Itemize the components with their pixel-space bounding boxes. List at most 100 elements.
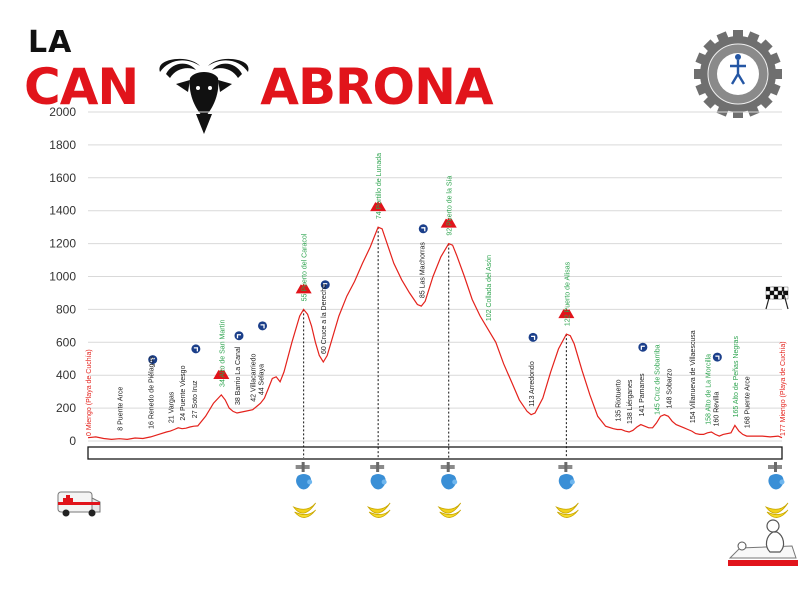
turn-right-icon — [148, 355, 158, 365]
y-tick-label: 2000 — [49, 105, 76, 119]
banana-1 — [437, 502, 462, 514]
y-tick-label: 1400 — [49, 204, 76, 218]
feed-stations — [292, 462, 789, 518]
waypoint-label: 160 Revilla — [713, 392, 720, 427]
waypoint-label: 8 Puente Arce — [117, 387, 124, 431]
mountain-shape — [558, 304, 575, 319]
flag-square — [777, 290, 783, 296]
flag-square — [765, 294, 771, 300]
goat-logo-icon — [159, 58, 249, 134]
water-drop — [779, 479, 785, 485]
water-tap-icon — [558, 462, 575, 490]
water-tap-icon — [440, 462, 458, 490]
turn-circle — [712, 352, 722, 362]
waypoint-label: 168 Puente Arce — [745, 376, 752, 428]
flag-square — [773, 286, 779, 292]
summit-markers — [213, 197, 575, 379]
water-tap-icon — [295, 462, 313, 490]
turn-right-icon — [638, 342, 648, 352]
waypoint-label: 38 Barrio La Canal — [235, 346, 242, 405]
flag-square — [773, 294, 779, 300]
water-tap-icon — [768, 462, 785, 490]
chart-grid — [88, 111, 782, 442]
ambulance-icon — [57, 491, 101, 517]
mountain-icon — [440, 213, 457, 228]
mountain-icon — [370, 197, 387, 212]
banana-icon — [555, 502, 579, 518]
tap-stem — [564, 462, 568, 472]
profile-series — [87, 226, 783, 441]
checkered-flags-icon — [765, 286, 789, 310]
waypoint-label: 122 Puerto de Alisas — [564, 261, 571, 326]
banana-1 — [292, 502, 316, 514]
mountain-icon — [295, 279, 312, 294]
water-splash — [768, 474, 784, 490]
water-drop — [452, 479, 458, 485]
banana-1 — [555, 502, 579, 514]
tap-stem — [301, 462, 305, 472]
banana-2 — [368, 509, 391, 518]
waypoint-label: 85 Las Machorras — [419, 242, 426, 299]
waypoint-labels: 0 Miengo (Playa de Cuchía) 8 Puente Arce 1… — [86, 153, 787, 436]
turn-arrow — [715, 355, 720, 360]
waypoint-label: 44 Selaya — [259, 364, 266, 395]
mountain-snow — [445, 213, 452, 220]
waypoint-label: 42 Villacarriedo — [251, 354, 258, 402]
feed-station — [437, 462, 462, 518]
feed-station — [764, 462, 789, 518]
turn-left-icon — [258, 321, 268, 331]
flag-square — [777, 286, 783, 292]
waypoint-label: 16 Renedo de Piélagos — [149, 356, 156, 429]
turn-arrow — [193, 347, 199, 352]
y-tick-label: 1800 — [49, 138, 76, 152]
flag-square — [765, 286, 771, 292]
turn-arrow — [640, 345, 645, 350]
turn-arrow — [150, 357, 155, 363]
y-tick-label: 400 — [56, 368, 76, 382]
waypoint-label: 165 Alto de Peñas Negras — [733, 336, 740, 418]
water-splash — [296, 474, 312, 490]
feed-station — [292, 462, 316, 518]
waypoint-label: 148 Sobarzo — [666, 369, 673, 409]
feed-station — [555, 462, 579, 518]
waypoint-label: 27 Soto Iruz — [192, 380, 199, 418]
water-drop — [381, 479, 387, 485]
waypoint-label: 113 Arredondo — [529, 361, 536, 407]
banana-2 — [439, 509, 462, 518]
water-splash — [370, 474, 386, 490]
turn-arrow — [421, 227, 426, 232]
flag-pole — [781, 286, 789, 310]
banana-2 — [557, 509, 579, 518]
turn-circle — [234, 331, 244, 341]
banana-2 — [766, 509, 789, 518]
waypoint-label: 34 Alto de San Martín — [219, 320, 226, 387]
banana-1 — [366, 502, 391, 514]
mountain-snow — [563, 304, 570, 311]
tap-stem — [376, 462, 380, 472]
turn-arrow — [236, 334, 241, 339]
tap-stem — [446, 462, 450, 472]
flag-square — [783, 294, 789, 300]
y-tick-label: 800 — [56, 302, 76, 316]
turn-arrow — [323, 283, 328, 288]
gear-tooth — [733, 108, 743, 118]
flag-square — [777, 294, 783, 300]
turn-circle — [320, 280, 330, 290]
y-tick-label: 1200 — [49, 237, 76, 251]
water-drop — [307, 479, 313, 485]
banana-2 — [294, 509, 316, 518]
feed-station-droplines — [303, 227, 567, 458]
turn-left-icon — [712, 352, 722, 362]
banana-icon — [437, 502, 462, 518]
banana-icon — [292, 502, 316, 518]
massage-icon — [728, 519, 798, 566]
waypoint-label: 21 Vargas — [168, 391, 175, 423]
waypoint-label: 24 Puente Viesgo — [180, 365, 187, 420]
club-logo-icon — [694, 30, 782, 118]
water-drop — [569, 479, 575, 485]
tap-stem — [774, 462, 777, 472]
turn-circle — [191, 344, 201, 354]
turn-markers — [148, 224, 722, 365]
water-splash — [441, 474, 457, 490]
